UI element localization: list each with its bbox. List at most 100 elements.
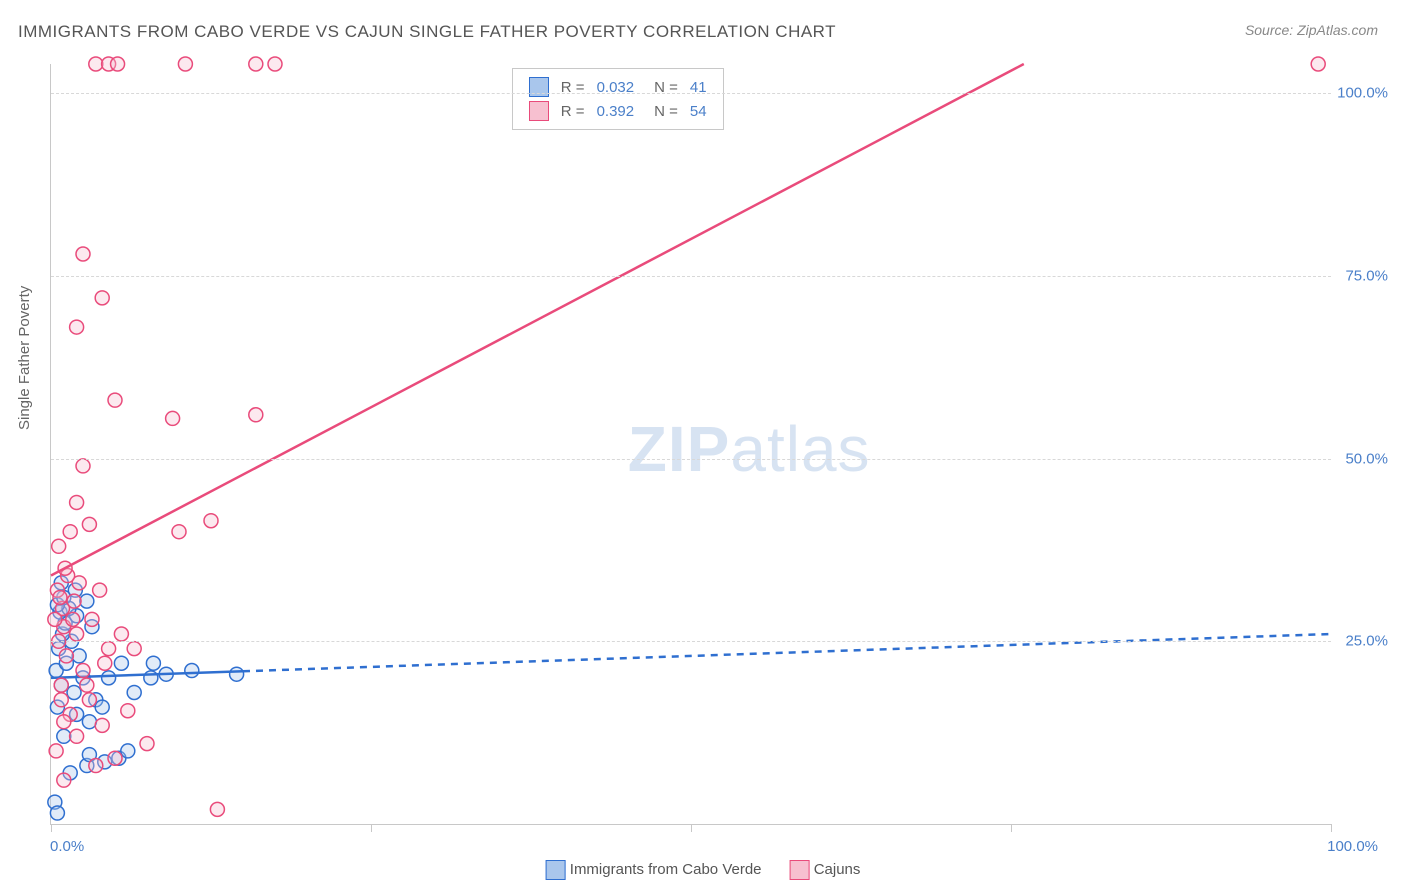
data-point [114,627,128,641]
data-point [57,715,71,729]
statistics-legend: R =0.032N =41R =0.392N =54 [512,68,724,130]
r-label: R = [555,99,591,123]
data-point [268,57,282,71]
chart-title: IMMIGRANTS FROM CABO VERDE VS CAJUN SING… [18,22,836,42]
trend-line-extrapolated [243,634,1331,671]
data-point [166,411,180,425]
data-point [76,664,90,678]
n-label: N = [640,99,684,123]
data-point [85,612,99,626]
data-point [98,656,112,670]
data-point [102,671,116,685]
gridline [51,276,1331,277]
data-point [249,408,263,422]
legend-label: Immigrants from Cabo Verde [570,861,762,878]
data-point [230,667,244,681]
data-point [63,525,77,539]
data-point [210,802,224,816]
y-tick-label: 25.0% [1345,633,1388,650]
legend-label: Cajuns [814,861,861,878]
data-point [49,744,63,758]
trend-line [51,64,1024,576]
data-point [72,649,86,663]
data-point [172,525,186,539]
data-point [249,57,263,71]
data-point [95,291,109,305]
data-point [82,715,96,729]
data-point [108,393,122,407]
data-point [67,594,81,608]
data-point [59,649,73,663]
data-point [70,495,84,509]
data-point [185,664,199,678]
data-point [52,539,66,553]
data-point [204,514,218,528]
data-point [102,642,116,656]
data-point [76,247,90,261]
y-tick-label: 50.0% [1345,450,1388,467]
r-label: R = [555,75,591,99]
x-tick-label: 0.0% [50,838,84,855]
n-value: 41 [684,75,713,99]
plot-area: ZIPatlas R =0.032N =41R =0.392N =54 [50,64,1331,825]
data-point [108,751,122,765]
data-point [111,57,125,71]
data-point [121,744,135,758]
data-point [70,729,84,743]
legend-swatch [529,101,549,121]
legend-stat-row: R =0.392N =54 [523,99,713,123]
x-tick [691,824,692,832]
y-axis-label: Single Father Poverty [16,286,33,430]
x-tick-label: 100.0% [1327,838,1378,855]
n-value: 54 [684,99,713,123]
y-tick-label: 100.0% [1337,85,1388,102]
data-point [89,57,103,71]
x-tick [51,824,52,832]
legend-swatch [790,860,810,880]
r-value: 0.392 [591,99,641,123]
y-tick-label: 75.0% [1345,267,1388,284]
data-point [95,700,109,714]
scatter-svg [51,64,1331,824]
data-point [93,583,107,597]
x-tick [371,824,372,832]
legend-stat-row: R =0.032N =41 [523,75,713,99]
data-point [80,678,94,692]
data-point [127,685,141,699]
data-point [48,612,62,626]
gridline [51,93,1331,94]
data-point [54,693,68,707]
data-point [1311,57,1325,71]
x-tick [1011,824,1012,832]
gridline [51,459,1331,460]
data-point [89,759,103,773]
data-point [70,627,84,641]
data-point [82,693,96,707]
data-point [50,806,64,820]
source-attribution: Source: ZipAtlas.com [1245,22,1378,38]
data-point [57,729,71,743]
data-point [95,718,109,732]
data-point [66,612,80,626]
data-point [53,590,67,604]
data-point [140,737,154,751]
data-point [67,685,81,699]
series-legend: Immigrants from Cabo Verde Cajuns [532,860,875,880]
data-point [121,704,135,718]
data-point [54,678,68,692]
data-point [127,642,141,656]
data-point [178,57,192,71]
data-point [76,459,90,473]
legend-item: Immigrants from Cabo Verde [546,860,762,880]
data-point [70,320,84,334]
r-value: 0.032 [591,75,641,99]
data-point [146,656,160,670]
data-point [82,517,96,531]
x-tick [1331,824,1332,832]
n-label: N = [640,75,684,99]
data-point [114,656,128,670]
legend-swatch [546,860,566,880]
legend-item: Cajuns [790,860,861,880]
gridline [51,641,1331,642]
data-point [80,594,94,608]
